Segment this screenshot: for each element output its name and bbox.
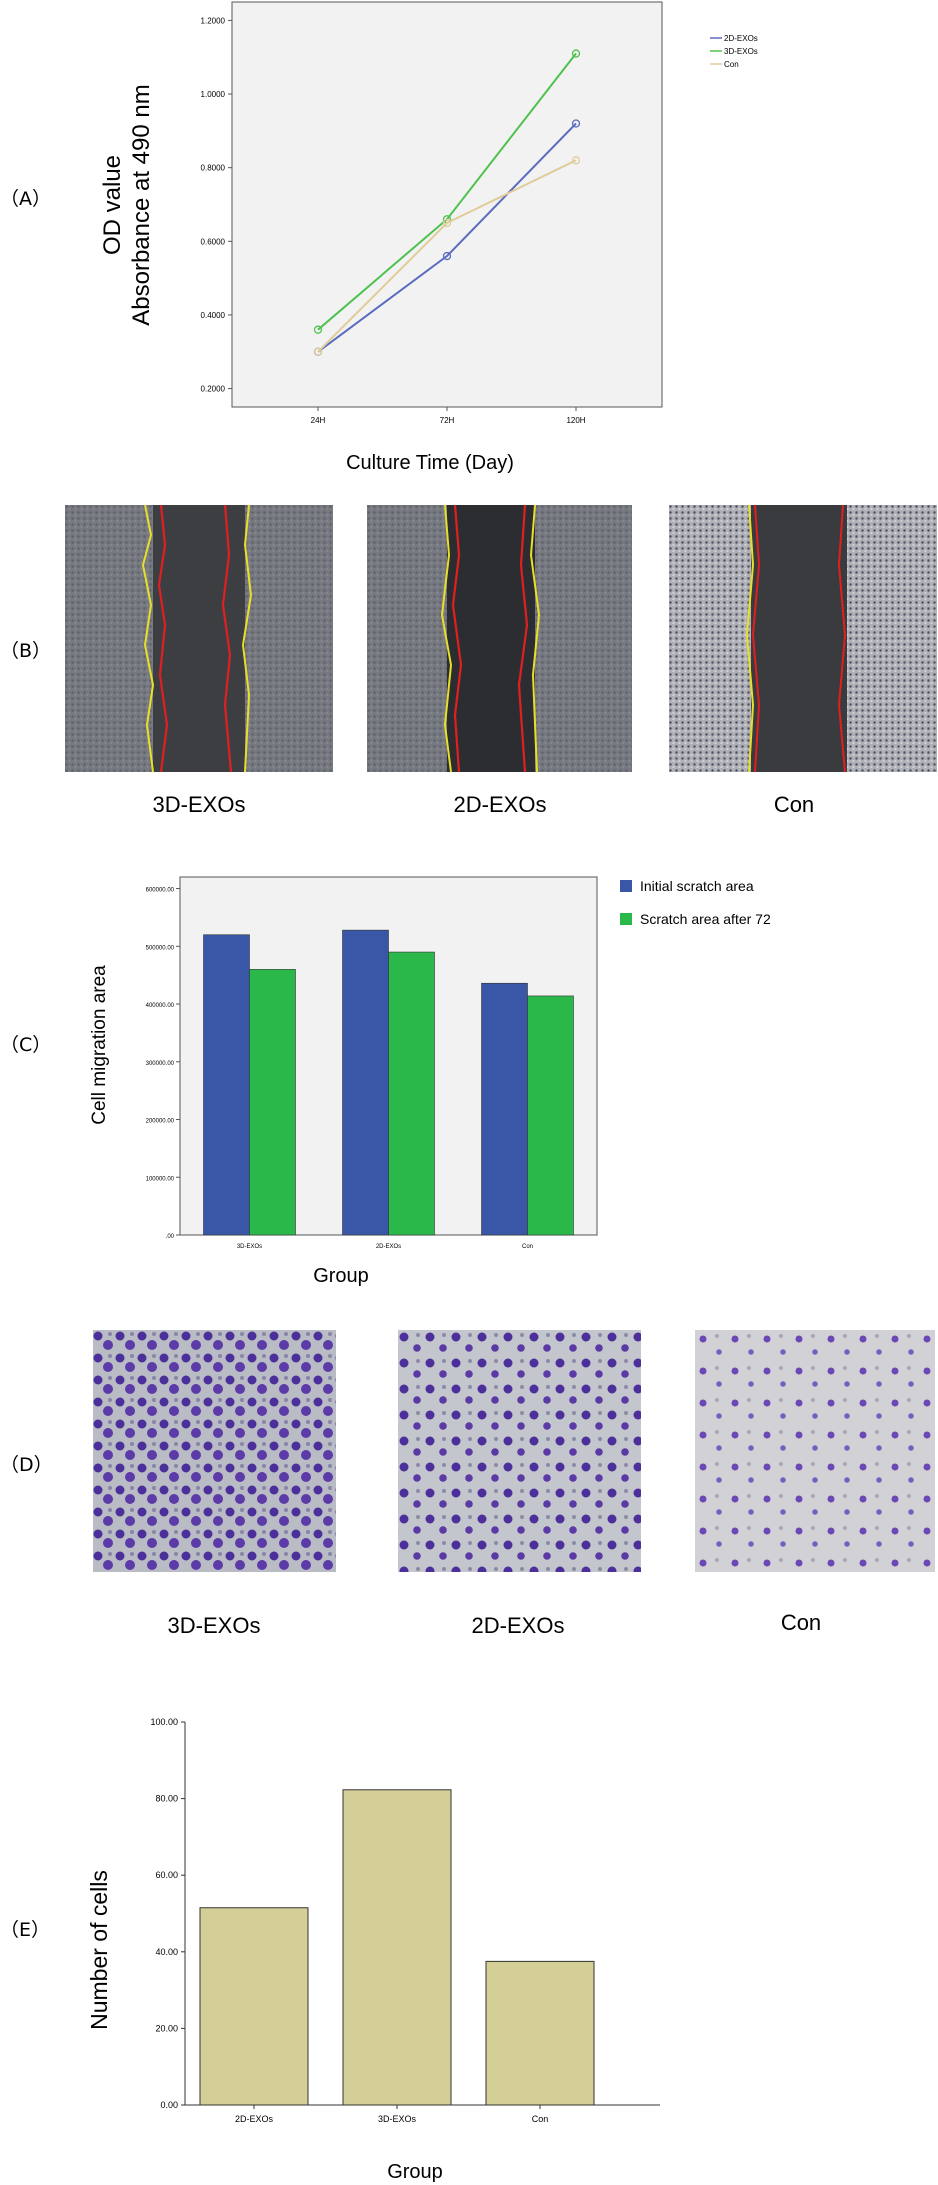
transwell-caption-2d-exos: 2D-EXOs (471, 1613, 565, 1638)
line-legend-label: 3D-EXOs (724, 47, 758, 56)
transwell-image-2d-exos (398, 1330, 641, 1572)
line-legend-label: Con (724, 60, 739, 69)
panel-label-a: （A） (0, 188, 51, 210)
bar-chart-c-legend-label: Scratch area after 72 hours (640, 911, 775, 927)
bar-chart-c-bar (527, 995, 574, 1236)
panel-label-e: （E） (0, 1919, 51, 1941)
scratch-caption-3d-exos: 3D-EXOs (152, 792, 246, 817)
bar-chart-c-ytick-label: 100000.00 (146, 1176, 175, 1182)
line-chart-xlabel: Culture Time (Day) (346, 452, 514, 474)
bar-chart-e-xtick-label: Con (532, 2114, 549, 2124)
panel-label-d: （D） (0, 1454, 53, 1476)
bar-chart-c-ytick-label: 300000.00 (146, 1061, 175, 1067)
scratch-caption-con: Con (773, 792, 815, 817)
bar-chart-e-xtick-label: 3D-EXOs (378, 2114, 417, 2124)
line-chart-xtick-label: 72H (440, 416, 455, 425)
line-chart-ylabel-1: OD value (99, 155, 126, 255)
panel-label-c: （C） (0, 1034, 52, 1056)
bar-chart-c-ytick-label: 200000.00 (146, 1119, 175, 1125)
bar-chart-e-bar (342, 1789, 452, 2106)
line-legend-label: 2D-EXOs (724, 34, 758, 43)
transwell-caption-3d-exos: 3D-EXOs (167, 1613, 261, 1638)
bar-chart-c-legend-swatch (620, 880, 632, 892)
bar-chart-c-bar (481, 982, 528, 1236)
bar-chart-c-ytick-label: 400000.00 (146, 1003, 175, 1009)
bar-chart-e-xtick-label: 2D-EXOs (235, 2114, 274, 2124)
bar-chart-c-xlabel: Group (313, 1265, 369, 1287)
line-chart-ytick-label: 0.6000 (201, 237, 226, 246)
bar-chart-e-ytick-label: 80.00 (155, 1794, 178, 1804)
line-chart-xtick-label: 24H (311, 416, 326, 425)
line-data-point (571, 119, 581, 128)
line-data-point (571, 156, 581, 165)
line-data-point (313, 325, 323, 334)
bar-chart-e: 0.00 20.00 40.00 60.00 80.00 100.00 2D-EXOs 3D… (86, 1717, 660, 2183)
bar-chart-c-legend-swatch (620, 913, 632, 925)
line-chart-plot-area (231, 1, 663, 408)
bar-chart-e-ytick-label: 20.00 (155, 2023, 178, 2033)
line-series-con (317, 159, 577, 353)
line-chart-xtick-label: 120H (566, 416, 585, 425)
line-data-point (442, 251, 452, 261)
bar-chart-e-ytick-label: 40.00 (155, 1947, 178, 1957)
bar-chart-e-bar (485, 1960, 595, 2106)
bar-chart-c-ylabel: Cell migration area (89, 965, 110, 1125)
bar-chart-c-ytick-label: 500000.00 (146, 945, 175, 951)
bar-chart-e-xlabel: Group (387, 2161, 443, 2183)
bar-chart-c-ytick-label: .00 (166, 1234, 175, 1240)
scratch-image-con (669, 505, 937, 772)
line-chart-a: 0.2000 0.4000 0.6000 0.8000 1.0000 1.2000 24H… (99, 1, 758, 474)
scratch-caption-2d-exos: 2D-EXOs (453, 792, 547, 817)
bar-chart-e-ytick-label: 60.00 (155, 1870, 178, 1880)
bar-chart-c-ytick-label: 600000.00 (146, 888, 175, 894)
bar-chart-e-bar (199, 1907, 309, 2106)
transwell-image-con (695, 1330, 935, 1572)
line-data-point (571, 49, 581, 58)
bar-chart-c-bar (342, 929, 389, 1236)
scratch-image-3d-exos (65, 505, 333, 772)
line-data-point (313, 347, 323, 356)
bar-chart-c-legend-label: Initial scratch area (640, 878, 754, 894)
bar-chart-c: .00 100000.00 200000.00 300000.00 400000.00 5… (89, 876, 775, 1287)
transwell-caption-con: Con (780, 1610, 822, 1635)
bar-chart-e-ytick-label: 0.00 (160, 2100, 178, 2110)
bar-chart-c-bar (203, 934, 250, 1236)
bar-chart-e-ytick-label: 100.00 (150, 1717, 178, 1727)
bar-chart-c-xtick-label: Con (522, 1244, 533, 1250)
line-chart-ytick-label: 0.4000 (201, 311, 226, 320)
scratch-image-2d-exos (367, 505, 632, 772)
bar-chart-c-bar (388, 951, 435, 1236)
line-chart-ytick-label: 0.8000 (201, 164, 226, 173)
transwell-image-3d-exos (93, 1330, 336, 1572)
line-chart-ytick-label: 1.0000 (201, 90, 226, 99)
line-series-2d-exos (317, 122, 577, 353)
line-chart-ytick-label: 0.2000 (201, 385, 226, 394)
panel-label-b: （B） (0, 640, 52, 662)
bar-chart-c-xtick-label: 3D-EXOs (237, 1244, 262, 1250)
line-chart-ylabel-2: Absorbance at 490 nm (128, 84, 155, 326)
bar-chart-c-bar (249, 969, 296, 1236)
bar-chart-e-ylabel: Number of cells (86, 1870, 112, 2030)
line-data-point (442, 218, 452, 228)
bar-chart-c-xtick-label: 2D-EXOs (376, 1244, 401, 1250)
line-chart-ytick-label: 1.2000 (201, 16, 226, 25)
